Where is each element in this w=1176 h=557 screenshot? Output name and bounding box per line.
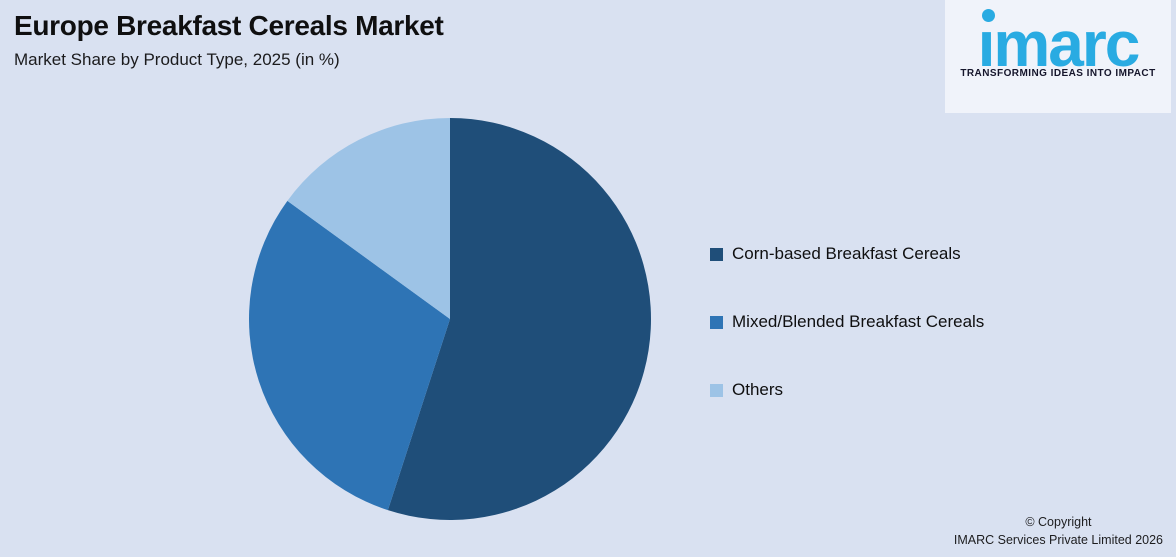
pie-slice-3	[287, 118, 450, 319]
chart-legend: Corn-based Breakfast Cereals Mixed/Blend…	[710, 244, 984, 448]
pie-slice-1	[387, 118, 651, 520]
page-title: Europe Breakfast Cereals Market	[14, 10, 444, 41]
legend-label-mixed-blended: Mixed/Blended Breakfast Cereals	[732, 312, 985, 331]
legend-item-mixed-blended: Mixed/Blended Breakfast Cereals	[710, 312, 984, 332]
legend-label-others: Others	[732, 380, 784, 399]
legend-item-others: Others	[710, 380, 984, 400]
pie-chart	[249, 118, 651, 520]
imarc-wordmark-wrap: ımarc	[978, 9, 1140, 76]
legend-swatch-mixed-blended	[710, 315, 723, 329]
copyright-line1: © Copyright	[1025, 514, 1092, 529]
page-subtitle: Market Share by Product Type, 2025 (in %…	[14, 50, 340, 69]
copyright: © Copyright IMARC Services Private Limit…	[954, 513, 1163, 551]
imarc-tagline: TRANSFORMING IDEAS INTO IMPACT	[960, 68, 1156, 79]
imarc-logo-i-dot	[981, 9, 995, 22]
legend-swatch-corn-based	[710, 247, 723, 261]
imarc-logo: ımarc TRANSFORMING IDEAS INTO IMPACT	[945, 0, 1171, 113]
legend-label-corn-based: Corn-based Breakfast Cereals	[732, 244, 961, 263]
copyright-line2: IMARC Services Private Limited 2026	[953, 533, 1163, 548]
pie-slice-2	[249, 200, 450, 511]
legend-swatch-others	[710, 383, 723, 397]
imarc-wordmark: ımarc	[977, 8, 1141, 80]
legend-item-corn-based: Corn-based Breakfast Cereals	[710, 244, 984, 264]
chart-header: Europe Breakfast Cereals Market Market S…	[14, 10, 444, 70]
